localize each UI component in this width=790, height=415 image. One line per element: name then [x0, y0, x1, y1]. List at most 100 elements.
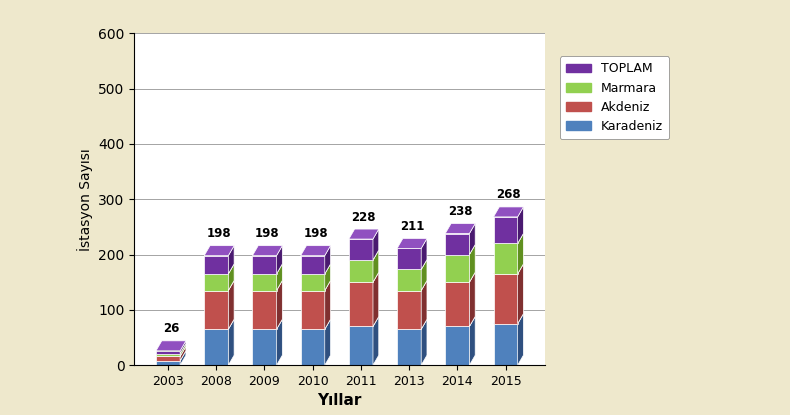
Bar	[446, 234, 469, 254]
Polygon shape	[156, 341, 186, 351]
Polygon shape	[397, 319, 427, 329]
Bar	[349, 327, 373, 365]
Polygon shape	[421, 259, 427, 290]
Polygon shape	[446, 244, 476, 254]
Polygon shape	[517, 207, 524, 244]
Polygon shape	[373, 229, 378, 260]
Polygon shape	[156, 344, 186, 354]
Polygon shape	[373, 250, 378, 282]
Polygon shape	[325, 264, 330, 290]
Polygon shape	[446, 224, 476, 234]
Bar	[446, 327, 469, 365]
Text: 228: 228	[352, 210, 376, 224]
Bar	[253, 290, 276, 329]
Polygon shape	[204, 319, 234, 329]
Polygon shape	[373, 317, 378, 365]
Polygon shape	[373, 272, 378, 327]
Polygon shape	[156, 347, 186, 356]
Bar	[204, 329, 228, 365]
Text: 198: 198	[303, 227, 328, 240]
Bar	[156, 361, 180, 365]
Polygon shape	[397, 281, 427, 290]
Text: 198: 198	[255, 227, 280, 240]
Polygon shape	[397, 239, 427, 249]
Bar	[156, 351, 180, 354]
Polygon shape	[517, 234, 524, 274]
Bar	[204, 274, 228, 290]
Text: 211: 211	[400, 220, 424, 233]
Polygon shape	[253, 246, 282, 256]
Polygon shape	[156, 351, 186, 361]
Bar	[349, 239, 373, 260]
Polygon shape	[494, 234, 524, 244]
Polygon shape	[446, 272, 476, 282]
Polygon shape	[325, 281, 330, 329]
Text: 26: 26	[163, 322, 179, 335]
Bar	[301, 290, 325, 329]
Polygon shape	[349, 272, 378, 282]
Polygon shape	[325, 319, 330, 365]
Polygon shape	[469, 317, 476, 365]
Bar	[156, 356, 180, 361]
Polygon shape	[180, 344, 186, 356]
Polygon shape	[204, 246, 234, 256]
Bar	[156, 354, 180, 356]
Bar	[397, 249, 421, 269]
Polygon shape	[276, 246, 282, 274]
Bar	[349, 260, 373, 282]
Bar	[253, 274, 276, 290]
Polygon shape	[349, 250, 378, 260]
Polygon shape	[349, 229, 378, 239]
Polygon shape	[494, 207, 524, 217]
X-axis label: Yıllar: Yıllar	[318, 393, 362, 408]
Polygon shape	[494, 314, 524, 324]
Polygon shape	[494, 264, 524, 274]
Polygon shape	[446, 317, 476, 327]
Bar	[253, 329, 276, 365]
Bar	[397, 290, 421, 329]
Polygon shape	[517, 264, 524, 324]
Polygon shape	[421, 239, 427, 269]
Polygon shape	[469, 224, 476, 254]
Polygon shape	[301, 264, 330, 274]
Polygon shape	[421, 281, 427, 329]
Polygon shape	[204, 281, 234, 290]
Polygon shape	[228, 264, 234, 290]
Polygon shape	[301, 246, 330, 256]
Polygon shape	[276, 281, 282, 329]
Bar	[494, 274, 517, 324]
Bar	[446, 282, 469, 327]
Bar	[446, 254, 469, 282]
Polygon shape	[228, 319, 234, 365]
Polygon shape	[228, 281, 234, 329]
Polygon shape	[469, 272, 476, 327]
Text: 198: 198	[207, 227, 231, 240]
Polygon shape	[325, 246, 330, 274]
Polygon shape	[276, 264, 282, 290]
Polygon shape	[204, 264, 234, 274]
Bar	[301, 329, 325, 365]
Polygon shape	[228, 246, 234, 274]
Polygon shape	[276, 319, 282, 365]
Polygon shape	[180, 341, 186, 354]
Polygon shape	[253, 319, 282, 329]
Polygon shape	[180, 351, 186, 365]
Bar	[301, 274, 325, 290]
Bar	[204, 290, 228, 329]
Polygon shape	[301, 281, 330, 290]
Polygon shape	[469, 244, 476, 282]
Y-axis label: İstasyon Sayısı: İstasyon Sayısı	[77, 148, 92, 251]
Text: 238: 238	[448, 205, 472, 218]
Polygon shape	[253, 281, 282, 290]
Polygon shape	[517, 314, 524, 365]
Polygon shape	[349, 317, 378, 327]
Bar	[204, 256, 228, 274]
Polygon shape	[397, 259, 427, 269]
Legend: TOPLAM, Marmara, Akdeniz, Karadeniz: TOPLAM, Marmara, Akdeniz, Karadeniz	[559, 56, 669, 139]
Bar	[494, 324, 517, 365]
Polygon shape	[253, 264, 282, 274]
Bar	[397, 329, 421, 365]
Bar	[494, 217, 517, 244]
Polygon shape	[301, 319, 330, 329]
Bar	[253, 256, 276, 274]
